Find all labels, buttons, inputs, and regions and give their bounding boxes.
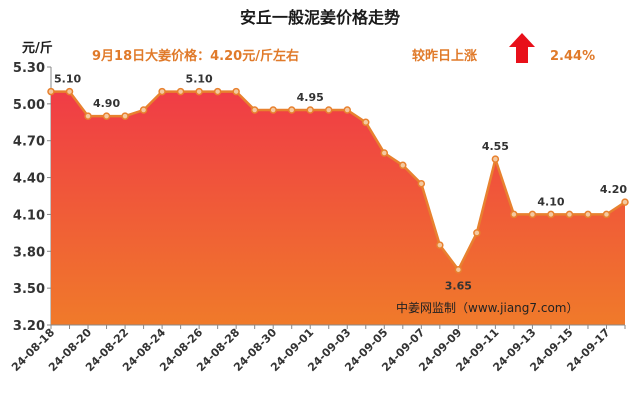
data-point xyxy=(528,210,537,219)
data-point xyxy=(176,87,185,96)
data-point xyxy=(380,149,389,157)
data-point xyxy=(621,198,629,206)
data-point xyxy=(232,87,240,96)
data-point xyxy=(436,241,444,249)
y-tick-label: 5.00 xyxy=(13,98,45,113)
change-value: 2.44% xyxy=(550,49,595,64)
data-point xyxy=(473,229,481,237)
y-tick-label: 3.80 xyxy=(13,245,45,260)
data-label: 4.10 xyxy=(537,195,564,208)
data-label: 4.90 xyxy=(93,97,120,110)
data-point xyxy=(510,210,518,219)
up-arrow-icon xyxy=(509,33,535,63)
data-point xyxy=(269,106,277,114)
change-label: 较昨日上涨 xyxy=(412,48,477,64)
data-point xyxy=(102,112,111,120)
data-point xyxy=(65,87,74,96)
y-tick-label: 4.40 xyxy=(13,172,45,187)
data-point xyxy=(417,179,426,188)
source-note: 中姜网监制（www.jiang7.com） xyxy=(396,300,578,315)
data-label: 5.10 xyxy=(186,73,213,86)
data-point xyxy=(139,106,148,114)
data-point xyxy=(491,155,500,163)
data-label: 3.65 xyxy=(445,280,472,293)
x-axis: 24-08-1824-08-2024-08-2224-08-2424-08-26… xyxy=(9,324,626,374)
y-axis: 3.20 3.50 3.80 4.10 4.40 4.70 5.00 5.30 xyxy=(13,61,52,334)
y-tick-label: 5.30 xyxy=(13,61,45,76)
y-tick-label: 3.50 xyxy=(13,282,45,297)
price-note: 9月18日大姜价格：4.20元/斤左右 xyxy=(92,48,299,64)
data-label: 5.10 xyxy=(54,73,81,86)
data-point xyxy=(250,106,259,114)
data-point xyxy=(84,112,92,120)
data-label: 4.95 xyxy=(297,91,324,104)
y-tick-label: 3.20 xyxy=(13,319,45,334)
data-point xyxy=(343,106,352,114)
y-tick-label: 4.10 xyxy=(13,208,45,223)
data-point xyxy=(547,210,555,219)
data-point xyxy=(565,210,574,219)
data-point xyxy=(158,87,166,96)
plot-area: 5.10 4.90 5.10 4.95 3.65 4.55 4.10 4.20 xyxy=(47,73,629,325)
data-label: 4.20 xyxy=(600,183,627,196)
data-point xyxy=(121,112,129,120)
data-label: 4.55 xyxy=(482,140,509,153)
data-point xyxy=(399,161,407,170)
data-point xyxy=(213,87,222,96)
data-point xyxy=(584,210,592,219)
data-point xyxy=(324,106,333,114)
y-tick-label: 4.70 xyxy=(13,135,45,150)
data-point xyxy=(362,118,370,127)
price-area xyxy=(51,91,625,325)
chart-title: 安丘一般泥姜价格走势 xyxy=(240,8,400,27)
data-point xyxy=(454,265,463,274)
data-point xyxy=(306,106,314,114)
y-axis-unit: 元/斤 xyxy=(22,40,53,56)
data-point xyxy=(287,106,296,114)
data-point xyxy=(195,87,203,96)
data-point xyxy=(602,210,611,219)
data-point xyxy=(47,87,55,96)
